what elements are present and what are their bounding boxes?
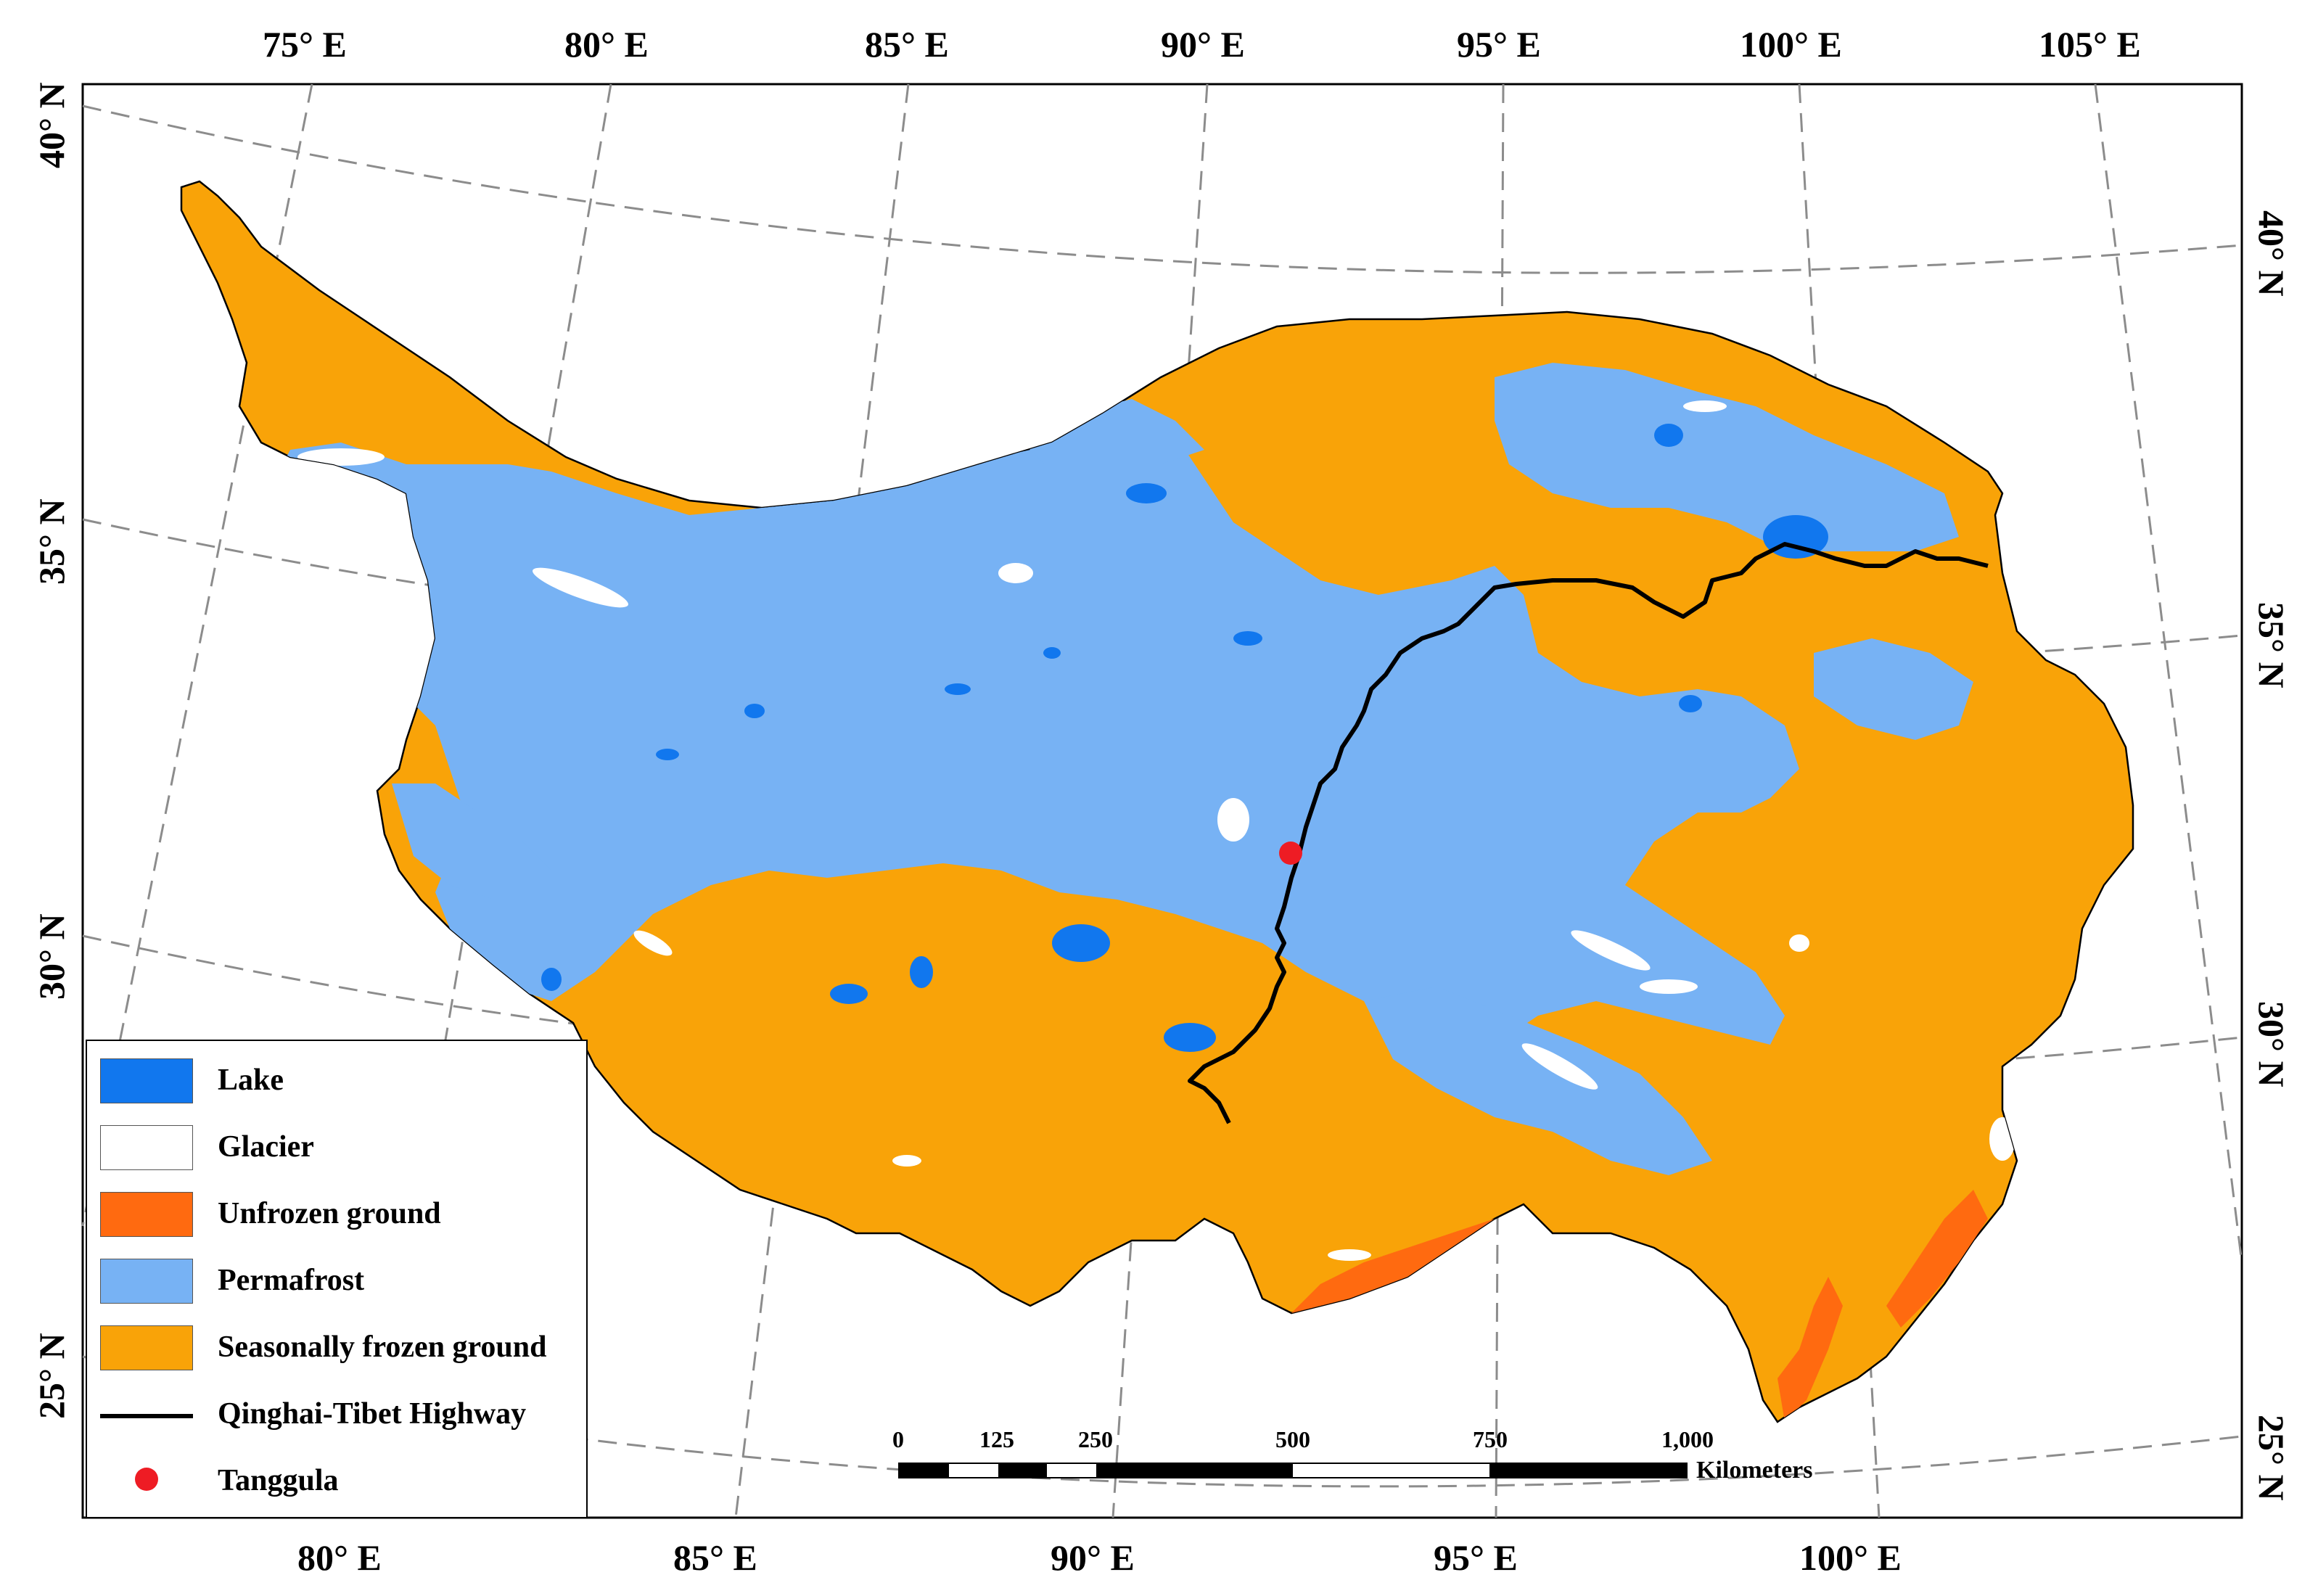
permafrost-region-north [1016,399,1204,464]
top-lon-label-80: 80° E [564,24,649,65]
permafrost-region-southeast [1364,987,1712,1175]
permafrost-region-east [1814,638,1973,740]
left-lat-label-25: 25° N [31,1333,72,1419]
legend-swatch-seasonally-frozen-ground [100,1325,193,1370]
unfrozen-ground-southeast-1 [1777,1277,1843,1422]
legend-item-tanggula: Tanggula [100,1456,579,1507]
legend-label: Qinghai-Tibet Highway [218,1397,527,1431]
scale-tick-label: 125 [979,1426,1014,1452]
legend-swatch-glacier [100,1125,193,1170]
longitude-line-105 [2094,83,2243,1263]
longitude-line-75 [81,83,313,1227]
longitude-line-90 [1111,83,1209,1518]
right-lat-label-25: 25° N [2251,1415,2292,1501]
map-legend: Lake Glacier Unfrozen ground Permafrost … [86,1040,588,1518]
permafrost-region-west [392,783,551,900]
permafrost-region-main [261,414,1799,1045]
legend-dot-tanggula [135,1468,158,1491]
scale-tick-label: 500 [1275,1426,1310,1452]
legend-label: Glacier [218,1130,314,1164]
unfrozen-ground-southeast-2 [1886,1190,1988,1328]
legend-swatch-permafrost [100,1259,193,1304]
legend-label: Lake [218,1064,284,1097]
legend-label: Tanggula [218,1464,339,1497]
latitude-line-40 [82,104,2243,274]
top-lon-label-85: 85° E [865,24,949,65]
legend-item-permafrost: Permafrost [100,1256,579,1307]
top-lon-label-100: 100° E [1740,24,1842,65]
top-lon-label-75: 75° E [263,24,347,65]
right-lat-label-40: 40° N [2251,210,2292,297]
left-lat-label-30: 30° N [31,913,72,1000]
top-lon-label-95: 95° E [1457,24,1541,65]
legend-label: Permafrost [218,1264,365,1297]
bottom-lon-label-90: 90° E [1051,1537,1135,1578]
top-lon-label-90: 90° E [1161,24,1245,65]
left-lat-label-40: 40° N [31,82,72,168]
legend-label: Seasonally frozen ground [218,1330,547,1364]
legend-item-highway: Qinghai-Tibet Highway [100,1389,579,1440]
longitude-line-85 [734,83,910,1518]
legend-item-glacier: Glacier [100,1122,579,1173]
qinghai-tibet-highway [1188,542,1989,1124]
legend-item-lake: Lake [100,1056,579,1106]
legend-swatch-lake [100,1058,193,1103]
scale-tick-label: 1,000 [1661,1426,1714,1452]
bottom-lon-label-95: 95° E [1434,1537,1518,1578]
scale-unit-label: Kilometers [1696,1457,1813,1484]
scale-tick-label: 250 [1078,1426,1113,1452]
scale-bar-segments [898,1463,1688,1478]
left-lat-label-35: 35° N [31,498,72,585]
legend-swatch-unfrozen-ground [100,1192,193,1237]
scale-tick-label: 0 [892,1426,904,1452]
glacier-patches [297,400,2015,1261]
bottom-lon-label-80: 80° E [297,1537,382,1578]
legend-item-unfrozen-ground: Unfrozen ground [100,1189,579,1240]
right-lat-label-30: 30° N [2251,1001,2292,1087]
scale-tick-label: 750 [1473,1426,1508,1452]
bottom-lon-label-85: 85° E [673,1537,757,1578]
tanggula-marker [1279,842,1302,865]
bottom-lon-label-100: 100° E [1799,1537,1902,1578]
legend-item-seasonally-frozen-ground: Seasonally frozen ground [100,1323,579,1373]
top-lon-label-105: 105° E [2039,24,2141,65]
lake-patches [541,424,1828,1052]
legend-label: Unfrozen ground [218,1197,441,1230]
permafrost-region-northeast [1495,363,1959,551]
right-lat-label-35: 35° N [2251,602,2292,688]
legend-line-highway [100,1414,193,1418]
